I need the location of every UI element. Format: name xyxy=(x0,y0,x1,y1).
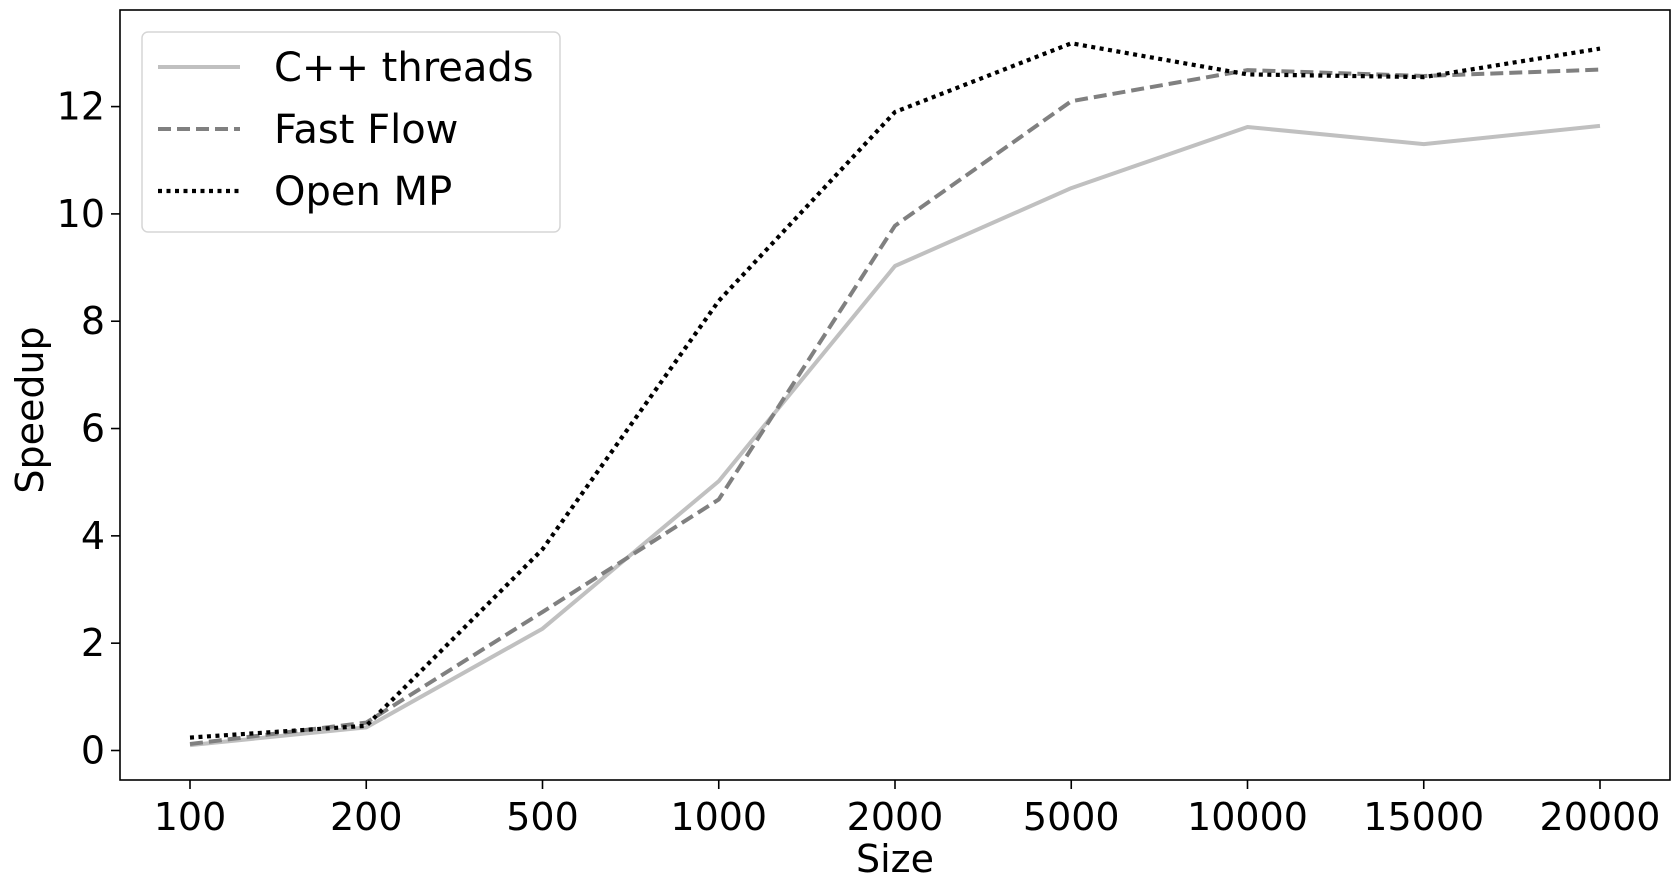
x-tick-label: 10000 xyxy=(1187,795,1308,839)
x-tick-label: 20000 xyxy=(1540,795,1661,839)
legend-entry-label: Open MP xyxy=(274,169,452,215)
x-tick-label: 15000 xyxy=(1363,795,1484,839)
series-line-open-mp xyxy=(189,41,1601,740)
legend-entry-label: Fast Flow xyxy=(274,107,458,153)
ticks-layer: 100 200 500 1000 2000 5000 10000 15000 20000 0 2 4 6… xyxy=(57,85,1661,839)
legend: C++ threads Fast Flow Open MP xyxy=(141,31,561,233)
legend-entry-label: C++ threads xyxy=(274,45,534,91)
x-tick-label: 2000 xyxy=(847,795,944,839)
y-tick-label: 8 xyxy=(81,299,105,343)
y-tick-label: 4 xyxy=(81,514,105,558)
legend-box xyxy=(141,31,561,233)
y-axis-label: Speedup xyxy=(8,326,52,493)
x-tick-label: 1000 xyxy=(670,795,767,839)
x-tick-label: 200 xyxy=(330,795,403,839)
x-tick-label: 100 xyxy=(154,795,227,839)
y-tick-label: 10 xyxy=(57,192,105,236)
x-tick-label: 500 xyxy=(506,795,579,839)
y-tick-label: 6 xyxy=(81,407,105,451)
x-tick-label: 5000 xyxy=(1023,795,1120,839)
y-tick-label: 0 xyxy=(81,728,105,772)
y-tick-label: 2 xyxy=(81,621,105,665)
series-layer xyxy=(189,41,1601,748)
series-line-c-threads xyxy=(189,123,1601,748)
x-axis-label: Size xyxy=(856,837,934,881)
y-tick-label: 12 xyxy=(57,85,105,129)
series-line-fast-flow xyxy=(189,67,1601,746)
